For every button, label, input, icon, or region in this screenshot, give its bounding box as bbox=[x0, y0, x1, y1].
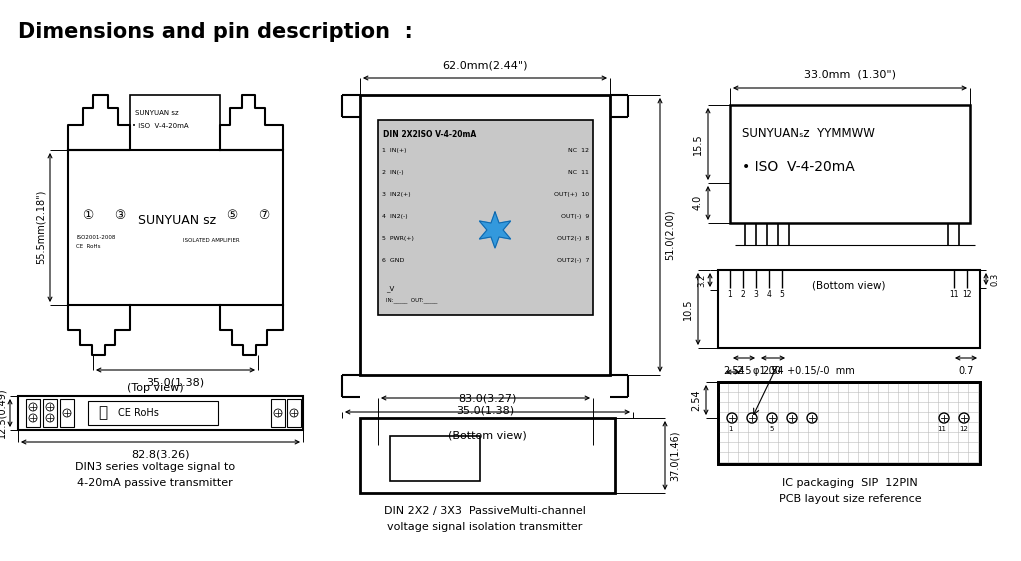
Text: 37.0(1.46): 37.0(1.46) bbox=[670, 430, 680, 481]
Text: OUT(+)  10: OUT(+) 10 bbox=[553, 192, 589, 197]
Text: 35.0(1.38): 35.0(1.38) bbox=[456, 405, 515, 415]
Bar bbox=[718, 382, 980, 464]
Text: DIN 2X2ISO V-4-20mA: DIN 2X2ISO V-4-20mA bbox=[383, 130, 476, 139]
Text: 3: 3 bbox=[753, 290, 759, 299]
Text: 1: 1 bbox=[728, 290, 732, 299]
Text: 35.0(1.38): 35.0(1.38) bbox=[146, 377, 204, 387]
Text: SUNYUANₛz  YYMMWW: SUNYUANₛz YYMMWW bbox=[742, 127, 875, 140]
Text: (Bottom view): (Bottom view) bbox=[813, 280, 886, 290]
Text: Dimensions and pin description  :: Dimensions and pin description : bbox=[18, 22, 412, 42]
Text: 5: 5 bbox=[770, 426, 774, 432]
Text: φ1.00  +0.15/-0  mm: φ1.00 +0.15/-0 mm bbox=[753, 366, 855, 376]
Bar bbox=[287, 399, 301, 427]
Text: IC packaging  SIP  12PIN
PCB layout size reference: IC packaging SIP 12PIN PCB layout size r… bbox=[779, 478, 921, 504]
Circle shape bbox=[747, 413, 757, 423]
Text: DIN3 series voltage signal to
4-20mA passive transmitter: DIN3 series voltage signal to 4-20mA pas… bbox=[75, 462, 235, 488]
Bar bbox=[718, 270, 980, 348]
Text: 2: 2 bbox=[740, 290, 745, 299]
Polygon shape bbox=[480, 212, 510, 248]
Text: 1: 1 bbox=[728, 426, 732, 432]
Text: SUNYUAN sz: SUNYUAN sz bbox=[135, 110, 179, 116]
Text: OUT2(-)  7: OUT2(-) 7 bbox=[556, 258, 589, 263]
Text: 15.5: 15.5 bbox=[693, 133, 703, 155]
Text: ISOLATED AMPLIFIER: ISOLATED AMPLIFIER bbox=[184, 238, 240, 243]
Text: 4.0: 4.0 bbox=[693, 194, 703, 210]
Text: 12: 12 bbox=[960, 426, 969, 432]
Text: 51.0(2.00): 51.0(2.00) bbox=[665, 210, 675, 260]
Text: ⑤: ⑤ bbox=[227, 209, 238, 222]
Text: 62.0mm(2.44"): 62.0mm(2.44") bbox=[442, 60, 528, 70]
Bar bbox=[43, 399, 57, 427]
Circle shape bbox=[727, 413, 737, 423]
Text: 3.2: 3.2 bbox=[697, 273, 706, 287]
Text: • ISO  V-4-20mA: • ISO V-4-20mA bbox=[742, 160, 855, 174]
Circle shape bbox=[807, 413, 817, 423]
Text: NC  11: NC 11 bbox=[568, 170, 589, 175]
Text: DIN 2X2 / 3X3  PassiveMulti-channel
voltage signal isolation transmitter: DIN 2X2 / 3X3 PassiveMulti-channel volta… bbox=[384, 506, 586, 532]
Bar bbox=[360, 95, 610, 375]
Circle shape bbox=[959, 413, 969, 423]
Text: 4  IN2(-): 4 IN2(-) bbox=[382, 214, 407, 219]
Text: ISO2001-2008: ISO2001-2008 bbox=[76, 235, 115, 240]
Bar bbox=[68, 150, 283, 305]
Text: 2.5: 2.5 bbox=[736, 366, 751, 376]
Bar bbox=[730, 105, 970, 223]
Text: 5  PWR(+): 5 PWR(+) bbox=[382, 236, 414, 241]
Bar bbox=[26, 399, 40, 427]
Text: (Top view): (Top view) bbox=[127, 383, 184, 393]
Text: 3  IN2(+): 3 IN2(+) bbox=[382, 192, 410, 197]
Bar bbox=[390, 436, 480, 481]
Text: 2.54: 2.54 bbox=[691, 389, 701, 411]
Text: • ISO  V-4-20mA: • ISO V-4-20mA bbox=[132, 123, 189, 129]
Text: 2  IN(-): 2 IN(-) bbox=[382, 170, 403, 175]
Text: CE  RoHs: CE RoHs bbox=[76, 244, 100, 249]
Text: 11: 11 bbox=[937, 426, 946, 432]
Text: (Bottom view): (Bottom view) bbox=[448, 430, 527, 440]
Bar bbox=[360, 418, 615, 493]
Text: 82.8(3.26): 82.8(3.26) bbox=[131, 449, 189, 459]
Text: 0.7: 0.7 bbox=[959, 366, 974, 376]
Text: SUNYUAN sz: SUNYUAN sz bbox=[138, 214, 216, 227]
Text: 12.5(0.49): 12.5(0.49) bbox=[0, 388, 6, 438]
Bar bbox=[130, 95, 220, 150]
Bar bbox=[718, 382, 980, 464]
Text: 83.0(3.27): 83.0(3.27) bbox=[458, 393, 517, 403]
Text: 1  IN(+): 1 IN(+) bbox=[382, 148, 406, 153]
Text: ③: ③ bbox=[114, 209, 126, 222]
Circle shape bbox=[939, 413, 949, 423]
Text: 12: 12 bbox=[962, 290, 972, 299]
Bar bbox=[60, 399, 74, 427]
Text: 2.54: 2.54 bbox=[723, 366, 744, 376]
Text: _V: _V bbox=[386, 285, 394, 292]
Text: OUT(-)  9: OUT(-) 9 bbox=[561, 214, 589, 219]
Text: 0.3: 0.3 bbox=[990, 273, 999, 286]
Circle shape bbox=[767, 413, 777, 423]
Bar bbox=[88, 401, 218, 425]
Text: OUT2(-)  8: OUT2(-) 8 bbox=[556, 236, 589, 241]
Bar bbox=[18, 396, 303, 430]
Text: 11: 11 bbox=[950, 290, 959, 299]
Text: 33.0mm  (1.30"): 33.0mm (1.30") bbox=[804, 69, 896, 79]
Text: 5: 5 bbox=[780, 290, 784, 299]
Text: CE RoHs: CE RoHs bbox=[118, 408, 159, 418]
Text: ①: ① bbox=[83, 209, 94, 222]
Text: 2.54: 2.54 bbox=[763, 366, 784, 376]
Text: 𝒻: 𝒻 bbox=[98, 406, 107, 421]
Text: 4: 4 bbox=[767, 290, 772, 299]
Text: 10.5: 10.5 bbox=[683, 298, 693, 320]
Bar bbox=[271, 399, 285, 427]
Text: ⑦: ⑦ bbox=[258, 209, 270, 222]
Circle shape bbox=[787, 413, 797, 423]
Bar bbox=[378, 120, 593, 315]
Text: NC  12: NC 12 bbox=[568, 148, 589, 153]
Text: 55.5mm(2.18"): 55.5mm(2.18") bbox=[36, 190, 46, 264]
Text: 6  GND: 6 GND bbox=[382, 258, 404, 263]
Text: IN:_____  OUT:_____: IN:_____ OUT:_____ bbox=[386, 297, 437, 303]
